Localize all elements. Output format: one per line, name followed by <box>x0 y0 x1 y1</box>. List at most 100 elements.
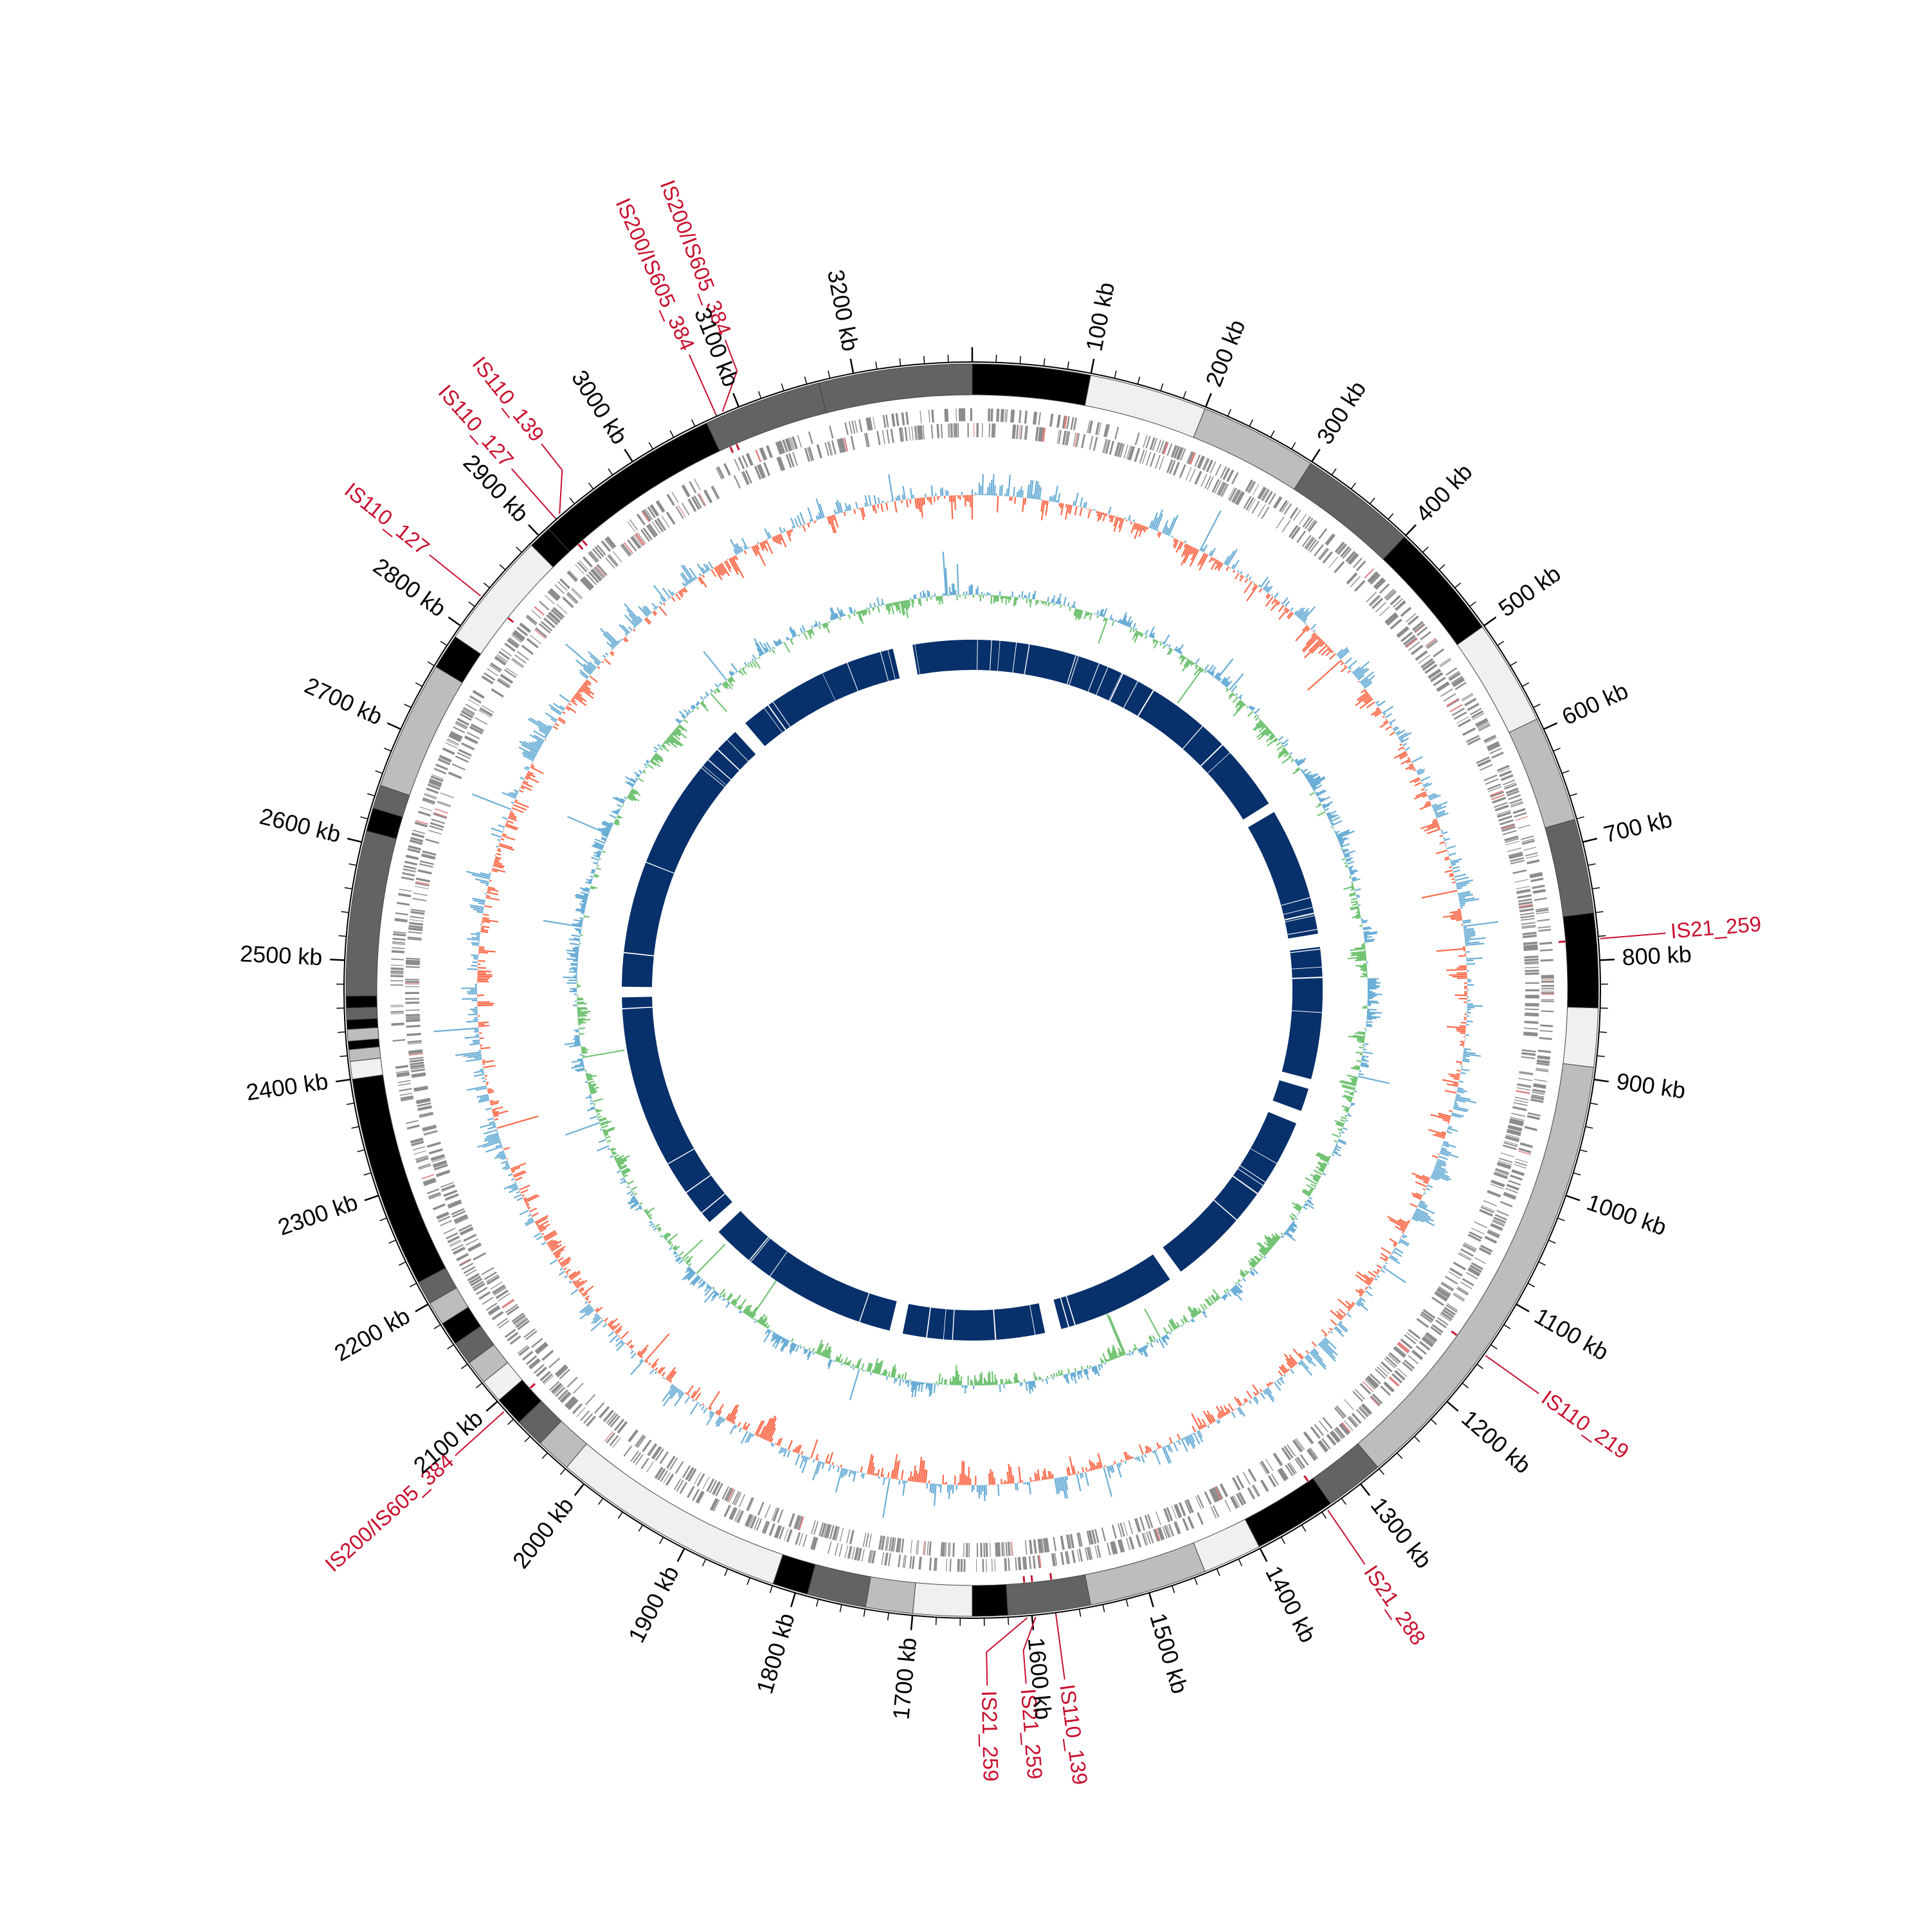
contig-segment <box>352 1075 446 1283</box>
gene-feature <box>1411 1351 1422 1360</box>
inner-block <box>912 640 972 674</box>
gene-feature <box>1135 433 1140 446</box>
gene-feature <box>941 424 943 438</box>
gene-feature <box>765 1504 770 1518</box>
contig-segment <box>347 1018 378 1029</box>
gene-feature <box>1344 1399 1354 1410</box>
gene-feature <box>1440 689 1453 697</box>
gene-feature <box>689 481 696 493</box>
gene-feature <box>918 1557 921 1569</box>
gene-feature <box>390 1005 403 1006</box>
gene-feature <box>541 1350 554 1361</box>
gene-feature <box>627 521 635 532</box>
scale-tick <box>1008 1617 1009 1625</box>
gene-feature <box>1019 410 1021 423</box>
gene-feature <box>461 743 475 750</box>
scale-tick <box>781 384 784 391</box>
gene-feature <box>1525 959 1539 962</box>
gene-feature <box>1520 915 1534 918</box>
gene-feature <box>1033 1556 1036 1569</box>
scale-tick <box>357 1150 365 1151</box>
gene-feature <box>1243 1472 1251 1485</box>
gene-feature <box>1525 970 1539 972</box>
scale-tick <box>1539 1262 1546 1265</box>
gene-feature <box>1215 464 1221 476</box>
kb-tick-label: 2700 kb <box>301 672 387 730</box>
gc-skew-negative <box>577 595 1368 1386</box>
contig-segment <box>972 1584 1008 1616</box>
gene-feature <box>1024 411 1028 424</box>
gene-feature <box>521 645 534 655</box>
scale-tick <box>1227 410 1231 417</box>
kb-tick-label: 1800 kb <box>751 1610 799 1696</box>
gene-feature <box>437 802 451 808</box>
gene-feature <box>568 571 577 581</box>
gene-feature <box>391 964 404 966</box>
gene-feature <box>886 429 889 444</box>
scale-tick <box>1080 1609 1081 1617</box>
gene-feature <box>967 423 968 437</box>
kb-tick-label: 1300 kb <box>1366 1492 1437 1573</box>
scale-tick <box>1217 1569 1220 1576</box>
is-element-marker <box>730 447 733 453</box>
gene-feature <box>964 408 966 421</box>
gene-feature <box>1071 1550 1076 1563</box>
inner-block-stripe <box>1046 1301 1054 1331</box>
gene-feature <box>629 519 638 530</box>
kb-tick-label: 1100 kb <box>1530 1303 1613 1366</box>
gene-feature <box>1525 1126 1537 1131</box>
gene-feature <box>682 503 690 516</box>
gene-feature <box>1139 449 1145 464</box>
gene-feature <box>475 717 487 725</box>
gene-feature <box>949 424 950 438</box>
scale-tick <box>1477 1364 1483 1369</box>
gene-feature <box>961 1559 963 1572</box>
scale-tick <box>1091 359 1094 374</box>
scale-tick <box>1423 547 1429 552</box>
gene-feature <box>992 1558 993 1571</box>
contig-segment <box>1563 913 1598 1008</box>
gene-feature <box>1540 949 1553 952</box>
scale-tick <box>345 888 352 889</box>
scale-tick <box>1582 838 1597 842</box>
is-element-marker <box>1559 941 1565 942</box>
gene-feature <box>413 1146 426 1151</box>
inner-block <box>972 640 1269 820</box>
gene-feature <box>1159 456 1164 470</box>
scale-tick <box>1439 564 1445 570</box>
scale-tick <box>516 547 522 552</box>
gene-feature <box>566 1377 577 1387</box>
gene-feature <box>535 1342 547 1353</box>
scale-tick <box>1126 1599 1128 1607</box>
gene-feature <box>1381 1361 1392 1372</box>
gene-feature <box>723 1504 731 1517</box>
gene-feature <box>828 1541 831 1554</box>
gene-feature <box>1539 1037 1552 1040</box>
gene-feature <box>950 1558 952 1571</box>
scale-tick <box>500 564 505 570</box>
gene-feature <box>397 902 410 906</box>
kb-tick-label: 600 kb <box>1558 677 1632 730</box>
gene-feature <box>612 1438 620 1449</box>
gene-feature <box>406 1025 421 1028</box>
gene-feature <box>1525 1004 1539 1006</box>
gene-feature <box>405 1002 419 1004</box>
scale-tick <box>599 1498 603 1504</box>
gene-feature <box>723 463 731 476</box>
is-element-marker <box>1304 1476 1308 1481</box>
gene-feature <box>1537 919 1550 921</box>
gene-track <box>390 408 1554 1572</box>
gene-feature <box>882 430 885 444</box>
inner-block <box>1054 1254 1170 1329</box>
scale-tick <box>1103 1605 1104 1612</box>
gene-feature <box>398 893 411 898</box>
gene-feature <box>955 423 957 437</box>
scale-tick <box>508 1419 514 1424</box>
gene-feature <box>1114 427 1119 440</box>
contig-segment <box>455 545 553 654</box>
gene-feature <box>1541 1000 1554 1002</box>
scale-tick <box>1172 1585 1175 1593</box>
gene-feature <box>1516 886 1530 889</box>
gene-feature <box>1499 1158 1513 1163</box>
gene-feature <box>1224 1500 1231 1512</box>
